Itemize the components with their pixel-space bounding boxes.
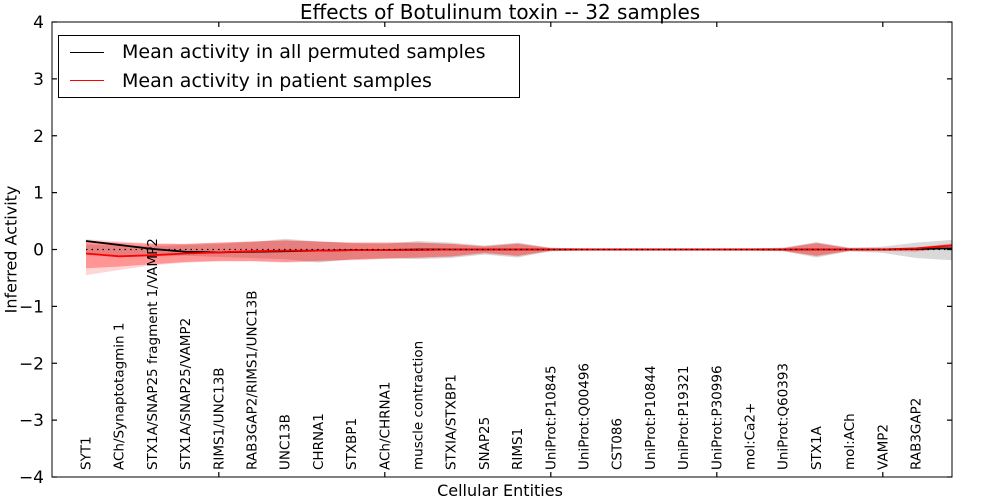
x-category-label: VAMP2 <box>875 424 891 470</box>
x-category-label: UniProt:P10844 <box>643 365 659 470</box>
x-category-label: RIMS1 <box>510 428 526 470</box>
y-tick-label: −3 <box>19 411 44 431</box>
legend-line-black-icon <box>70 51 104 53</box>
legend: Mean activity in all permuted samples Me… <box>58 35 520 98</box>
x-category-label: UniProt:P19321 <box>676 365 692 470</box>
chart-title: Effects of Botulinum toxin -- 32 samples <box>299 0 701 24</box>
y-tick-label: 0 <box>33 241 44 261</box>
x-category-label: mol:ACh <box>842 413 858 470</box>
x-category-label: muscle contraction <box>411 341 427 470</box>
x-category-label: CHRNA1 <box>311 413 327 470</box>
x-category-label: RAB3GAP2 <box>909 398 925 470</box>
patient-samples-outer-band <box>86 239 952 276</box>
x-category-label: mol:Ca2+ <box>743 403 759 470</box>
x-category-label: UniProt:P10845 <box>543 365 559 470</box>
y-tick-label: 3 <box>33 70 44 90</box>
legend-label-patient: Mean activity in patient samples <box>122 69 432 92</box>
x-category-label: ACh/CHRNA1 <box>377 382 393 470</box>
legend-line-red-icon <box>70 80 104 82</box>
y-axis-label: Inferred Activity <box>1 185 21 314</box>
x-category-label: STX1A/SNAP25 fragment 1/VAMP2 <box>145 238 161 470</box>
x-category-label: ACh/Synaptotagmin 1 <box>112 322 128 470</box>
x-category-label: UniProt:P30996 <box>709 365 725 470</box>
y-tick-label: 1 <box>33 184 44 204</box>
x-category-label: STX1A <box>809 425 825 470</box>
x-category-label: RAB3GAP2/RIMS1/UNC13B <box>245 291 261 470</box>
legend-label-permuted: Mean activity in all permuted samples <box>122 41 486 64</box>
x-category-label: SNAP25 <box>477 417 493 470</box>
legend-entry-patient: Mean activity in patient samples <box>59 69 519 93</box>
x-category-label: UniProt:Q00496 <box>577 363 593 470</box>
y-tick-label: 2 <box>33 127 44 147</box>
y-tick-label: −2 <box>19 354 44 374</box>
series-line-1 <box>85 244 953 258</box>
y-tick-label: −1 <box>19 297 44 317</box>
patient-samples-band <box>86 240 952 269</box>
x-category-label: UniProt:Q60393 <box>776 363 792 470</box>
x-axis-label: Cellular Entities <box>437 481 563 500</box>
x-category-label: CST086 <box>610 418 626 470</box>
y-tick-label: −4 <box>19 468 44 488</box>
y-tick-label: 4 <box>33 13 44 33</box>
legend-entry-permuted: Mean activity in all permuted samples <box>59 40 519 64</box>
x-category-label: STX1A/SNAP25/VAMP2 <box>178 318 194 470</box>
x-category-label: UNC13B <box>278 414 294 470</box>
permuted-samples-band <box>86 238 952 263</box>
x-category-label: STXBP1 <box>344 418 360 470</box>
x-category-label: STXIA/STXBP1 <box>444 374 460 470</box>
x-category-label: RIMS1/UNC13B <box>211 367 227 470</box>
x-category-label: SYT1 <box>79 436 95 470</box>
